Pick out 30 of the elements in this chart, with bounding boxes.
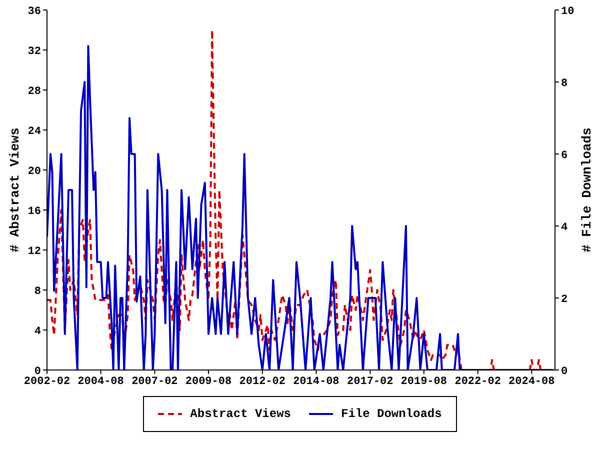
- y-tick-label: 16: [28, 206, 41, 218]
- legend-label: Abstract Views: [190, 407, 291, 421]
- y-tick-label: 24: [28, 126, 42, 138]
- y-tick-label: 8: [34, 286, 42, 298]
- y2-tick-label: 10: [561, 6, 574, 18]
- x-tick-label: 2024-08: [508, 376, 556, 388]
- y2-axis-title: # File Downloads: [580, 127, 595, 252]
- x-tick-label: 2004-08: [78, 376, 124, 388]
- x-tick-label: 2009-08: [185, 376, 232, 388]
- y-tick-label: 32: [28, 46, 41, 58]
- y-tick-label: 36: [28, 6, 41, 18]
- legend-label: File Downloads: [341, 407, 442, 421]
- y2-tick-label: 4: [561, 222, 568, 234]
- x-tick-label: 2012-02: [239, 376, 286, 388]
- y-tick-label: 0: [34, 366, 41, 378]
- y2-tick-label: 2: [561, 294, 568, 306]
- y2-tick-label: 8: [561, 78, 568, 90]
- x-tick-label: 2002-02: [24, 376, 70, 388]
- x-tick-label: 2017-02: [347, 376, 394, 388]
- x-tick-label: 2019-08: [400, 376, 448, 388]
- y2-tick-label: 6: [561, 150, 568, 162]
- y-axis-title: # Abstract Views: [8, 127, 23, 252]
- x-tick-label: 2007-02: [132, 376, 178, 388]
- y-tick-label: 4: [34, 326, 42, 338]
- y-tick-label: 12: [28, 246, 41, 258]
- x-tick-label: 2022-02: [454, 376, 501, 388]
- y-tick-label: 20: [28, 166, 41, 178]
- x-tick-label: 2014-08: [293, 376, 340, 388]
- y-tick-label: 28: [28, 86, 42, 98]
- y2-tick-label: 0: [561, 366, 568, 378]
